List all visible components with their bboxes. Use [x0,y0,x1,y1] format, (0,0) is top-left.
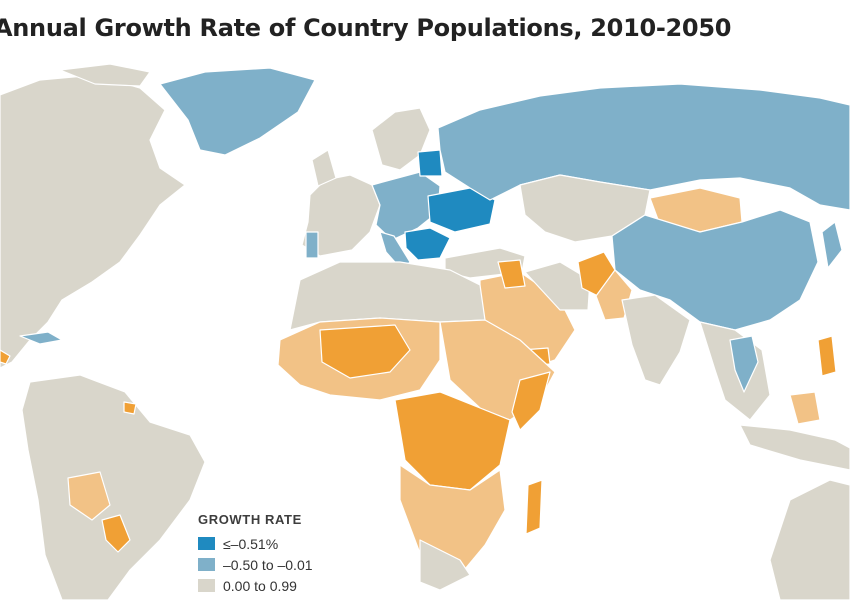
region-bolivia [67,471,111,521]
region-somalia [511,371,551,431]
map-title: Annual Growth Rate of Country Population… [0,14,732,42]
legend-item-neutral: 0.00 to 0.99 [198,575,448,596]
region-india [621,294,691,386]
legend-title: GROWTH RATE [198,512,302,527]
region-baltics [417,149,443,177]
legend-label-dark-blue: ≤–0.51% [223,535,279,552]
region-central-america-orange [0,349,11,365]
region-guiana [123,401,137,415]
region-balkans [404,227,451,261]
region-thailand [729,335,759,393]
legend-label-light-blue: –0.50 to –0.01 [223,556,313,573]
legend-item-dark-blue: ≤–0.51% [198,533,448,554]
region-madagascar [525,479,543,535]
region-paraguay [101,514,131,553]
legend-label-neutral: 0.00 to 0.99 [223,577,297,594]
region-sahel-orange [319,324,411,379]
region-japan [821,221,843,269]
region-borneo [789,391,821,425]
region-indonesia [739,424,850,471]
region-central-africa [394,391,511,491]
region-iran [524,261,591,311]
region-portugal [305,231,319,259]
region-central-europe [371,171,441,241]
region-uk-ireland [311,149,337,187]
region-cuba [19,331,63,345]
legend-swatch-dark-blue [198,537,215,550]
region-arctic-islands [59,63,151,87]
region-russia [437,83,850,211]
world-map [0,63,850,600]
legend-swatch-light-blue [198,558,215,571]
region-south-america [21,374,206,600]
legend-swatch-neutral [198,579,215,592]
region-australia [769,479,850,600]
region-south-africa [419,539,471,591]
legend: GROWTH RATE ≤–0.51% –0.50 to –0.01 0.00 … [198,512,448,596]
region-scandinavia [371,107,431,171]
legend-item-light-blue: –0.50 to –0.01 [198,554,448,575]
region-greenland [159,67,316,156]
region-philippines [817,335,837,377]
region-north-america [0,74,186,369]
region-china [611,209,819,331]
region-western-europe [301,174,381,257]
